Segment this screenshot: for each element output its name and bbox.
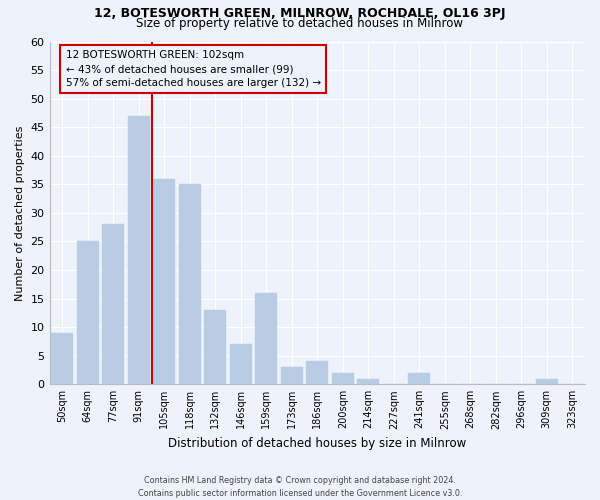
Bar [205, 310, 226, 384]
Text: 12 BOTESWORTH GREEN: 102sqm
← 43% of detached houses are smaller (99)
57% of sem: 12 BOTESWORTH GREEN: 102sqm ← 43% of det… [65, 50, 321, 88]
Bar [52, 333, 73, 384]
Bar [230, 344, 251, 385]
Bar [332, 373, 353, 384]
Bar [307, 362, 328, 384]
Bar [179, 184, 200, 384]
Bar [77, 242, 98, 384]
Bar [154, 178, 175, 384]
Y-axis label: Number of detached properties: Number of detached properties [15, 125, 25, 300]
Bar [409, 373, 430, 384]
X-axis label: Distribution of detached houses by size in Milnrow: Distribution of detached houses by size … [168, 437, 466, 450]
Bar [256, 293, 277, 384]
Bar [358, 378, 379, 384]
Text: 12, BOTESWORTH GREEN, MILNROW, ROCHDALE, OL16 3PJ: 12, BOTESWORTH GREEN, MILNROW, ROCHDALE,… [94, 8, 506, 20]
Bar [536, 378, 557, 384]
Text: Size of property relative to detached houses in Milnrow: Size of property relative to detached ho… [137, 18, 464, 30]
Text: Contains HM Land Registry data © Crown copyright and database right 2024.
Contai: Contains HM Land Registry data © Crown c… [138, 476, 462, 498]
Bar [103, 224, 124, 384]
Bar [281, 367, 302, 384]
Bar [128, 116, 149, 384]
